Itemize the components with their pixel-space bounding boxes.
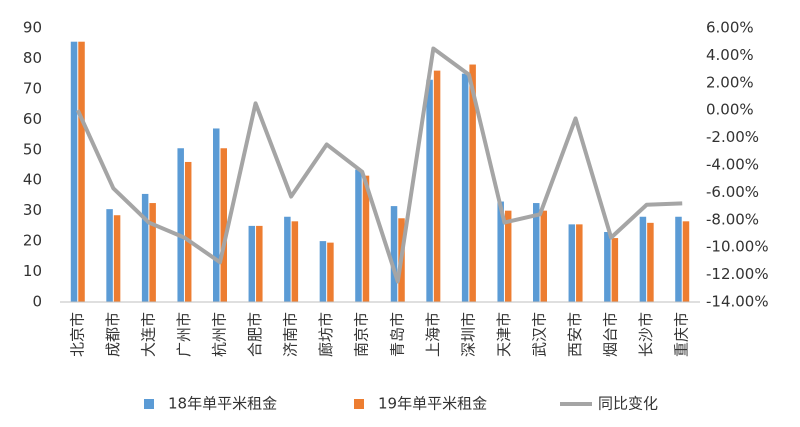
bar: [106, 209, 113, 302]
y2-tick-label: -10.00%: [706, 238, 769, 256]
bar: [675, 216, 682, 302]
bar: [390, 206, 398, 302]
y2-tick-label: -12.00%: [706, 265, 769, 283]
bar: [141, 193, 149, 302]
legend-label: 18年单平米租金: [168, 395, 277, 413]
x-tick-label: 合肥市: [246, 312, 264, 357]
y2-tick-label: -8.00%: [706, 210, 759, 228]
x-tick-label: 青岛市: [388, 312, 406, 357]
bar: [113, 215, 121, 302]
y-tick-label: 60: [23, 110, 42, 128]
x-tick-label: 深圳市: [459, 312, 477, 357]
x-tick-label: 武汉市: [531, 312, 549, 357]
y2-tick-label: 0.00%: [706, 101, 754, 119]
x-tick-label: 重庆市: [673, 312, 691, 357]
y-tick-label: 0: [32, 293, 42, 311]
bar: [497, 201, 504, 302]
bar: [327, 242, 334, 302]
bar: [639, 216, 647, 302]
x-tick-label: 上海市: [424, 312, 442, 357]
y2-tick-label: -14.00%: [706, 293, 769, 311]
x-tick-label: 北京市: [68, 312, 86, 357]
bar: [78, 41, 85, 302]
bar: [611, 238, 619, 302]
x-tick-label: 天津市: [495, 312, 513, 357]
bar: [70, 41, 78, 302]
bar: [682, 221, 690, 302]
legend-label: 19年单平米租金: [378, 395, 487, 413]
legend-swatch: [354, 399, 364, 409]
bar: [256, 225, 263, 302]
y2-tick-label: -6.00%: [706, 183, 759, 201]
y2-tick-label: -2.00%: [706, 128, 759, 146]
x-tick-label: 烟台市: [602, 312, 620, 357]
x-tick-label: 杭州市: [211, 312, 229, 357]
bar: [184, 161, 192, 302]
x-tick-label: 南京市: [353, 312, 371, 357]
bar: [284, 216, 291, 302]
x-tick-label: 廊坊市: [317, 312, 335, 357]
line-series: [75, 46, 683, 284]
y-tick-label: 40: [23, 171, 42, 189]
y2-tick-label: 6.00%: [706, 19, 754, 37]
x-tick-label: 大连市: [139, 312, 157, 357]
bar: [604, 231, 611, 302]
bar: [149, 203, 156, 302]
bar: [461, 73, 469, 303]
y2-tick-label: -4.00%: [706, 156, 759, 174]
y2-tick-label: 2.00%: [706, 73, 754, 91]
legend-swatch: [144, 399, 154, 409]
bar: [319, 241, 327, 302]
bar: [469, 64, 476, 303]
bar: [576, 224, 583, 302]
y-tick-label: 20: [23, 232, 42, 250]
bar: [533, 203, 540, 302]
x-tick-label: 广州市: [175, 312, 193, 357]
bar: [248, 225, 256, 302]
bar: [220, 148, 227, 302]
bar: [504, 210, 512, 302]
x-tick-label: 长沙市: [637, 312, 655, 357]
bar: [177, 148, 184, 302]
y-tick-label: 80: [23, 49, 42, 67]
x-tick-label: 西安市: [566, 312, 584, 357]
bar: [291, 221, 299, 302]
bar: [647, 222, 654, 302]
y-tick-label: 90: [23, 19, 42, 37]
bar: [213, 128, 220, 302]
x-tick-label: 济南市: [282, 312, 300, 357]
bar: [568, 224, 576, 302]
bar: [426, 79, 433, 302]
y-tick-label: 10: [23, 262, 42, 280]
y2-tick-label: 4.00%: [706, 46, 754, 64]
bar: [362, 175, 370, 302]
y-tick-label: 30: [23, 201, 42, 219]
legend-label: 同比变化: [598, 395, 658, 413]
x-tick-label: 成都市: [104, 312, 122, 357]
y-tick-label: 50: [23, 140, 42, 158]
bar: [540, 210, 547, 302]
y-tick-label: 70: [23, 79, 42, 97]
bar: [355, 169, 362, 302]
bar: [433, 70, 441, 302]
